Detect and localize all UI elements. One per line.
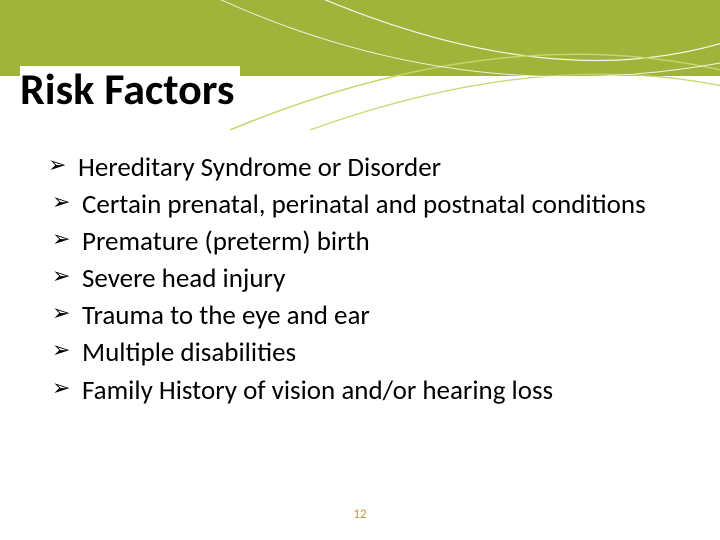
bullet-text: Severe head injury: [82, 261, 285, 296]
bullet-list: ➢ Hereditary Syndrome or Disorder ➢ Cert…: [48, 150, 688, 410]
page-number: 12: [0, 507, 720, 522]
slide-title: Risk Factors: [20, 66, 240, 112]
bullet-icon: ➢: [52, 224, 82, 254]
list-item: ➢ Severe head injury: [48, 261, 688, 296]
list-item: ➢ Multiple disabilities: [48, 335, 688, 370]
bullet-icon: ➢: [48, 150, 78, 180]
list-item: ➢ Hereditary Syndrome or Disorder: [48, 150, 688, 185]
list-item: ➢ Family History of vision and/or hearin…: [48, 373, 688, 408]
list-item: ➢ Trauma to the eye and ear: [48, 298, 688, 333]
bullet-icon: ➢: [52, 335, 82, 365]
bullet-text: Premature (preterm) birth: [82, 224, 370, 259]
bullet-icon: ➢: [52, 298, 82, 328]
bullet-text: Hereditary Syndrome or Disorder: [78, 150, 441, 185]
bullet-text: Certain prenatal, perinatal and postnata…: [82, 187, 646, 222]
bullet-icon: ➢: [52, 373, 82, 403]
bullet-icon: ➢: [52, 261, 82, 291]
bullet-text: Trauma to the eye and ear: [82, 298, 370, 333]
list-item: ➢ Premature (preterm) birth: [48, 224, 688, 259]
bullet-text: Family History of vision and/or hearing …: [82, 373, 553, 408]
list-item: ➢ Certain prenatal, perinatal and postna…: [48, 187, 688, 222]
bullet-text: Multiple disabilities: [82, 335, 296, 370]
bullet-icon: ➢: [52, 187, 82, 217]
